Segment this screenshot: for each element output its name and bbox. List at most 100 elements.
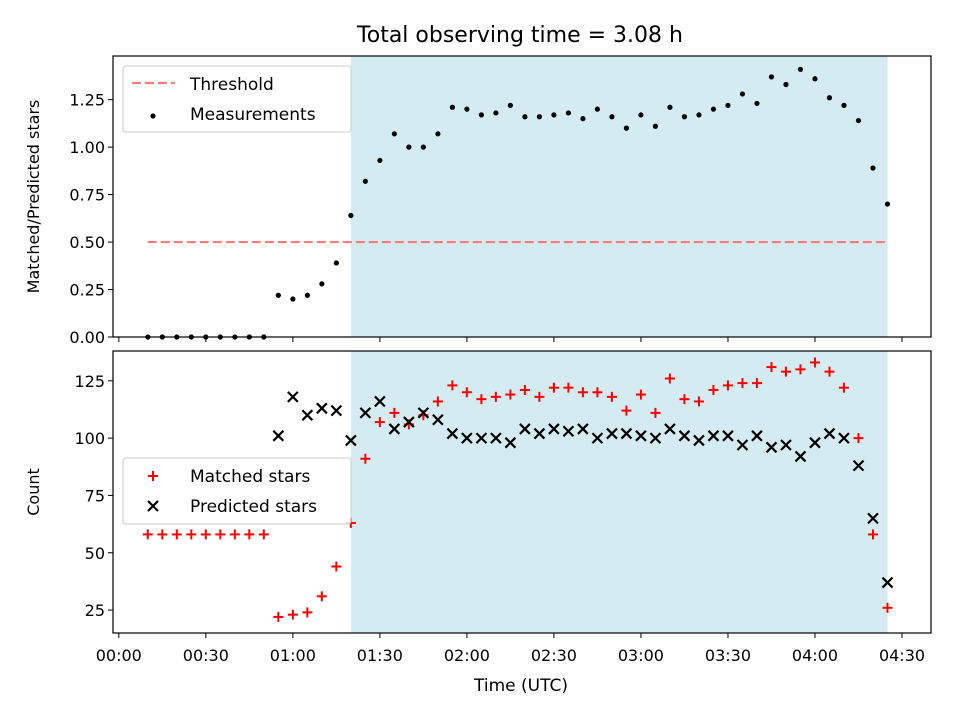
- matched-star-point: [505, 389, 516, 400]
- x-b: [548, 423, 560, 435]
- x-b: [432, 414, 444, 426]
- predicted-star-point: [301, 409, 314, 421]
- x-b: [867, 512, 879, 525]
- matched-star-point: [200, 529, 211, 540]
- predicted-star-point: [475, 432, 488, 444]
- x-b: [881, 576, 894, 589]
- x-b: [562, 425, 575, 438]
- x-b: [765, 441, 778, 454]
- matched-star-point: [447, 380, 458, 391]
- y-tick-label: 125: [74, 372, 105, 391]
- measurement-point: [855, 117, 862, 124]
- x-b: [287, 391, 299, 403]
- x-b: [693, 434, 705, 447]
- y-tick-label: 100: [74, 429, 105, 448]
- matched-star-point: [780, 366, 791, 377]
- matched-star-point: [287, 609, 298, 620]
- x-tick-label: 03:30: [705, 646, 751, 665]
- x-b: [649, 432, 662, 444]
- x-b: [620, 427, 633, 440]
- matched-star-point: [534, 391, 545, 402]
- x-b: [606, 427, 618, 440]
- predicted-star-point: [678, 430, 691, 442]
- measurement-point: [362, 178, 368, 184]
- x-axis-label: Time (UTC): [473, 676, 568, 696]
- x-tick-label: 01:00: [270, 646, 316, 665]
- measurement-point: [725, 102, 731, 108]
- measurement-point: [493, 110, 499, 116]
- matched-star-point: [215, 529, 226, 540]
- x-b: [403, 416, 415, 428]
- predicted-star-point: [838, 432, 850, 444]
- measurement-point: [768, 74, 775, 80]
- x-b: [388, 423, 401, 435]
- matched-star-point: [316, 591, 327, 602]
- x-b: [316, 402, 328, 415]
- x-b: [722, 430, 734, 442]
- matched-star-point: [302, 607, 313, 618]
- x-b: [490, 432, 502, 444]
- matched-star-point: [360, 453, 371, 464]
- y-tick-label: 0.00: [69, 328, 105, 347]
- matched-star-point: [548, 382, 559, 393]
- axes-frame: [112, 55, 932, 338]
- y-axis-label: Count: [24, 468, 43, 516]
- matched-star-point: [824, 366, 835, 377]
- x-b: [519, 423, 531, 435]
- predicted-star-point: [374, 395, 386, 408]
- predicted-star-point: [388, 423, 401, 435]
- measurement-point: [507, 102, 513, 108]
- measurement-point: [797, 66, 804, 72]
- bottom-panel: 25 50 75 100 125 Count Matched stars Predicted …: [24, 350, 932, 638]
- measurement-point: [681, 114, 688, 120]
- x-tick-label: 00:00: [96, 646, 142, 665]
- predicted-star-point: [707, 430, 720, 442]
- predicted-star-point: [272, 430, 285, 442]
- observing-window-shade: [350, 56, 888, 337]
- measurement-point: [377, 157, 383, 164]
- predicted-star-point: [519, 423, 531, 435]
- predicted-star-point: [533, 427, 546, 440]
- legend-matched-label: Matched stars: [190, 467, 310, 487]
- x-b: [780, 439, 792, 451]
- x-tick-label: 02:30: [531, 646, 577, 665]
- y-tick-label: 75: [85, 486, 105, 505]
- measurement-point: [464, 106, 470, 112]
- matched-star-point: [389, 407, 400, 418]
- x-b: [678, 430, 691, 442]
- matched-star-point: [461, 387, 472, 398]
- y-tick-label: 25: [85, 601, 105, 620]
- measurement-point: [565, 110, 572, 116]
- legend-box: [122, 457, 352, 525]
- x-b: [707, 430, 720, 442]
- predicted-star-point: [765, 441, 778, 454]
- predicted-star-point: [345, 434, 357, 447]
- matched-star-point: [186, 529, 197, 540]
- matched-star-point: [244, 529, 255, 540]
- matched-star-point: [853, 433, 864, 444]
- measurement-point: [348, 212, 354, 219]
- x-b: [417, 407, 430, 419]
- predicted-star-point: [736, 439, 749, 451]
- matched-star-point: [374, 417, 385, 428]
- x-tick-label: 02:00: [444, 646, 490, 665]
- measurement-point: [304, 292, 310, 298]
- x-b: [374, 395, 386, 408]
- matched-star-point: [519, 384, 530, 395]
- measurement-point: [478, 112, 484, 118]
- matched-star-point: [142, 529, 153, 540]
- measurement-point: [783, 81, 789, 88]
- matched-star-point: [432, 396, 443, 407]
- predicted-star-point: [432, 414, 444, 426]
- x-b: [751, 430, 763, 442]
- predicted-star-point: [461, 432, 473, 444]
- matched-star-point: [882, 602, 893, 613]
- measurement-point: [812, 76, 818, 82]
- measurement-point: [536, 114, 543, 120]
- predicted-star-point: [649, 432, 662, 444]
- predicted-star-point: [591, 432, 604, 444]
- predicted-star-point: [316, 402, 328, 415]
- x-b: [330, 404, 343, 417]
- matched-star-point: [577, 387, 588, 398]
